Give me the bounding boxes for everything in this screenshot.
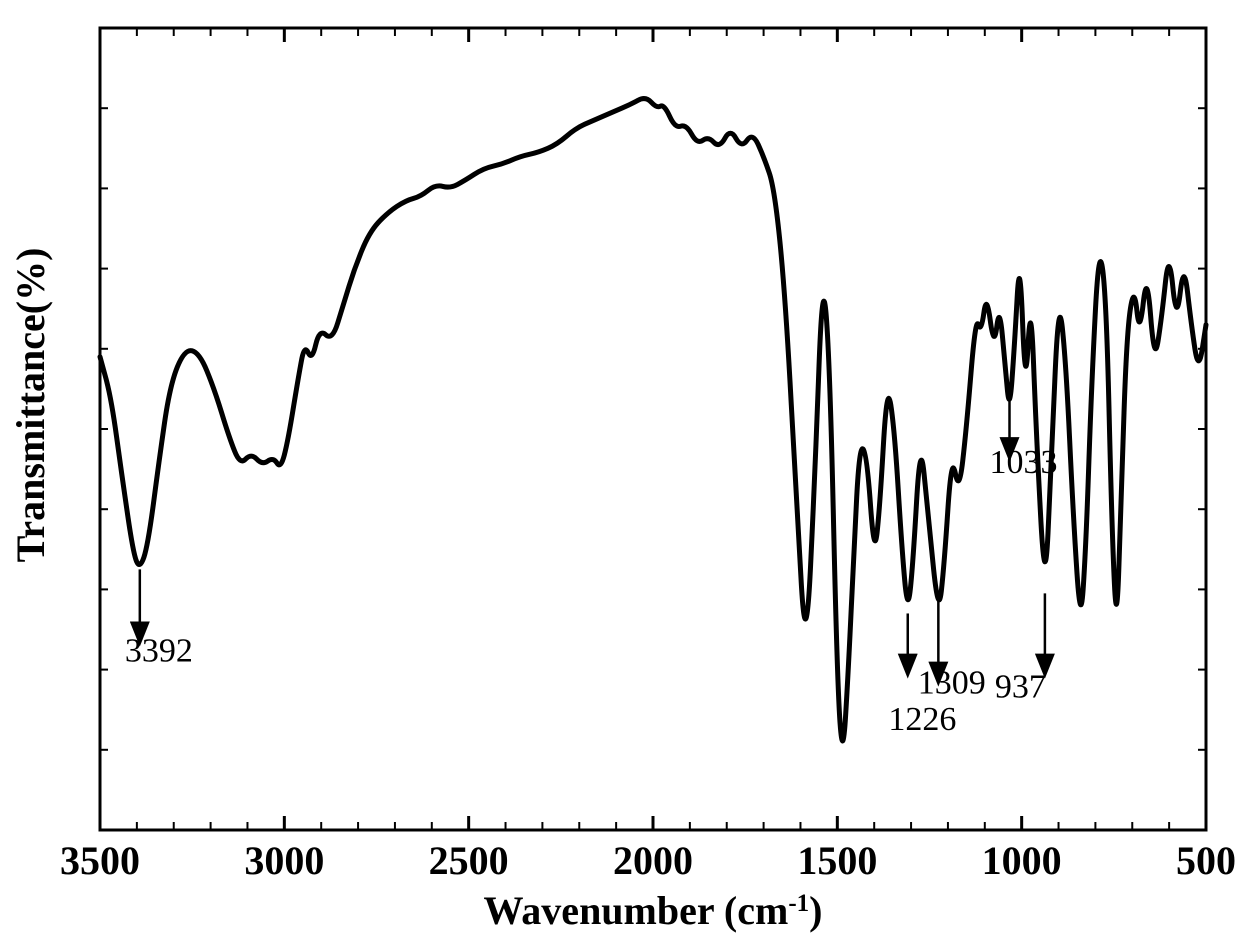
peak-label: 1033: [990, 444, 1058, 481]
peak-label: 1226: [888, 701, 956, 738]
x-tick-label: 500: [1176, 838, 1236, 883]
x-axis-label: Wavenumber (cm-1): [484, 888, 823, 933]
x-tick-label: 3000: [244, 838, 324, 883]
x-tick-label: 1000: [982, 838, 1062, 883]
x-tick-label: 2500: [429, 838, 509, 883]
y-axis-label: Transmittance(%): [8, 248, 53, 563]
x-tick-label: 1500: [797, 838, 877, 883]
peak-label: 1309: [918, 665, 986, 702]
x-tick-label: 2000: [613, 838, 693, 883]
peak-label: 3392: [125, 633, 193, 670]
peak-label: 937: [995, 669, 1046, 706]
ir-spectrum-chart: 3500 3000 2500 2000 1500 1000 500 3392 13091226 1…: [0, 0, 1240, 948]
x-tick-label: 3500: [60, 838, 140, 883]
